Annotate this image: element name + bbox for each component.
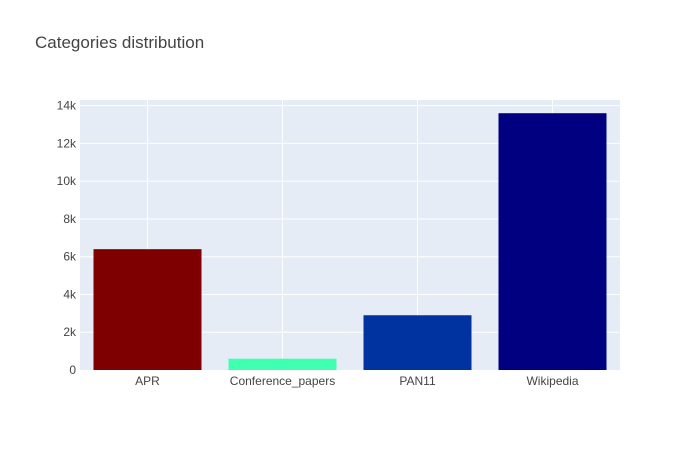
chart-title: Categories distribution — [35, 33, 205, 52]
y-tick-label: 2k — [63, 325, 77, 339]
x-tick-label: APR — [135, 374, 160, 388]
bars — [93, 113, 607, 370]
y-tick-label: 0 — [69, 363, 76, 377]
bar-pan11[interactable] — [363, 315, 472, 370]
x-tick-label: Wikipedia — [526, 374, 578, 388]
x-tick-label: PAN11 — [399, 374, 436, 388]
y-axis-ticks: 0 2k 4k 6k 8k 10k 12k 14k — [57, 99, 77, 377]
bar-apr[interactable] — [93, 249, 202, 370]
y-tick-label: 6k — [63, 250, 77, 264]
bar-conference-papers[interactable] — [228, 358, 337, 370]
x-axis-ticks: APR Conference_papers PAN11 Wikipedia — [135, 374, 579, 388]
x-tick-label: Conference_papers — [230, 374, 335, 388]
y-tick-label: 10k — [57, 174, 77, 188]
bar-wikipedia[interactable] — [498, 113, 607, 370]
y-tick-label: 4k — [63, 287, 77, 301]
y-tick-label: 8k — [63, 212, 77, 226]
y-tick-label: 14k — [57, 99, 77, 113]
y-tick-label: 12k — [57, 136, 77, 150]
